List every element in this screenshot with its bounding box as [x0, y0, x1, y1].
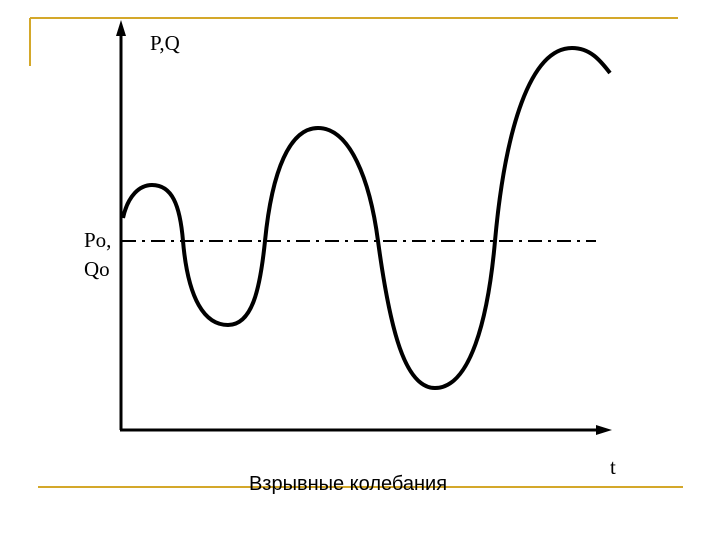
reference-label: Qo: [84, 257, 110, 281]
oscillation-curve: [121, 45, 612, 391]
y-axis-label: P,Q: [150, 31, 180, 55]
x-axis-arrow: [596, 425, 612, 435]
caption: Взрывные колебания: [249, 473, 447, 495]
reference-label: Po,: [84, 228, 111, 252]
y-axis-arrow: [116, 20, 126, 36]
x-axis-label: t: [610, 455, 616, 479]
